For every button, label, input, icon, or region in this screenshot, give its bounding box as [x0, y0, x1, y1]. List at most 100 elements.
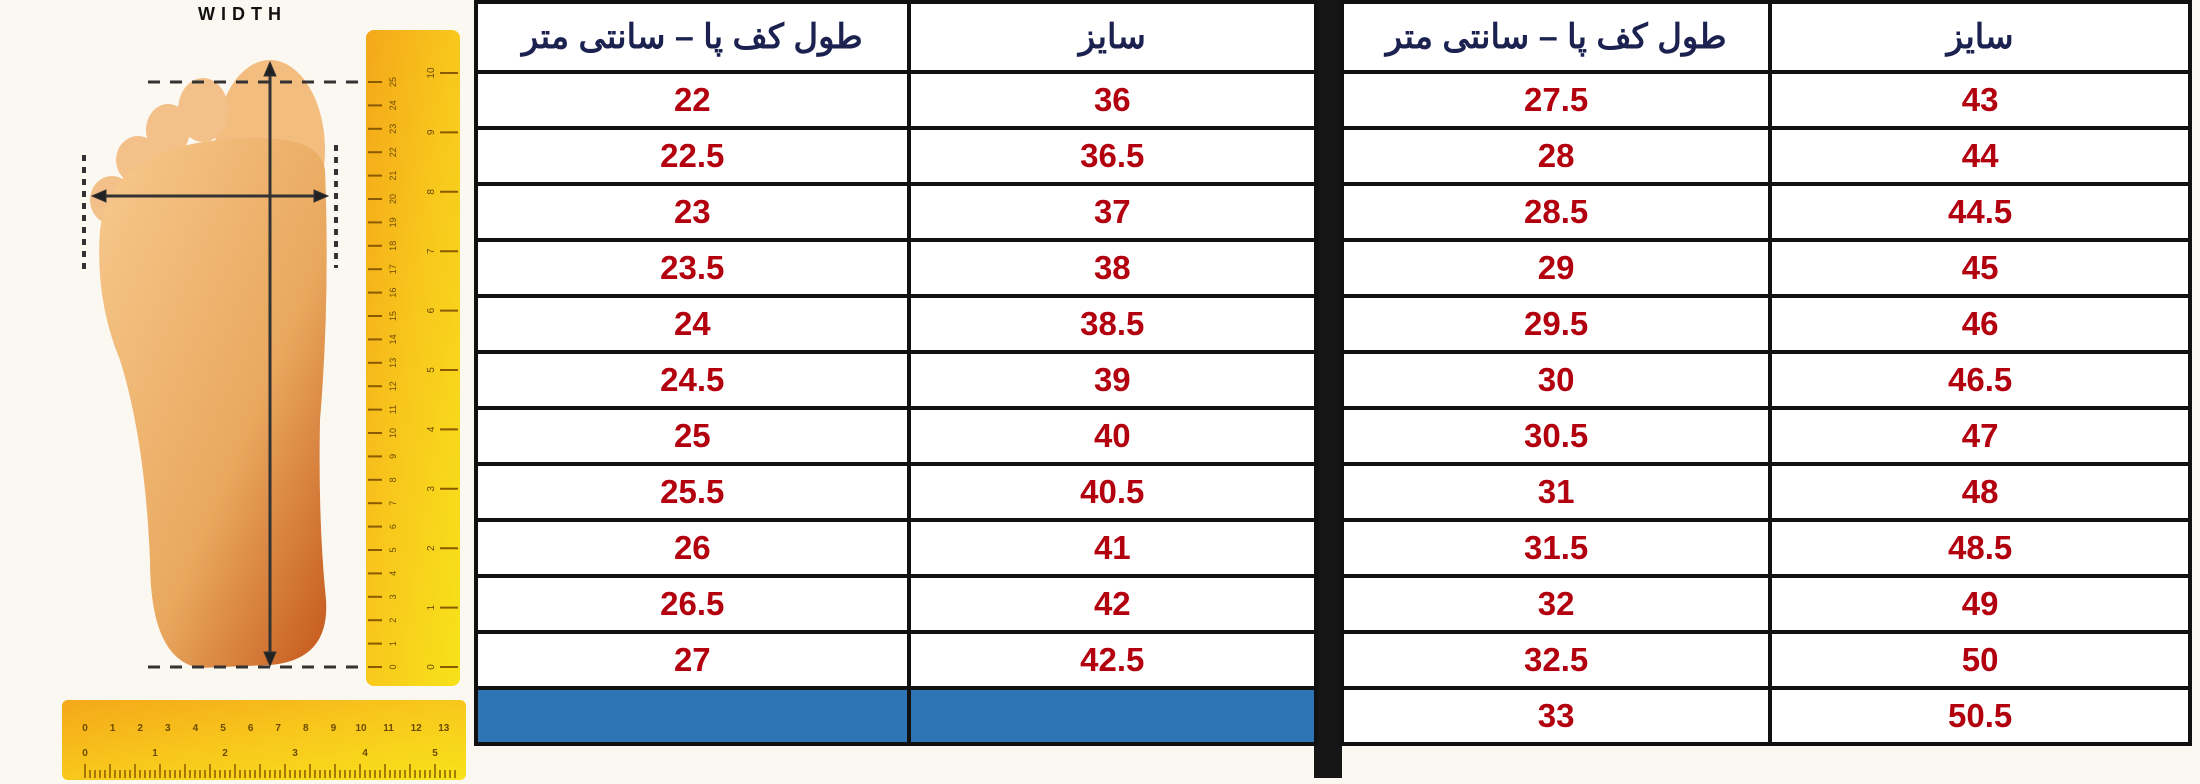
ruler-tick-label: 12: [411, 723, 423, 734]
ruler-tick-label: 2: [222, 748, 228, 759]
cell-length: 28.5: [1339, 182, 1773, 242]
header-foot-length: طول کف پا – سانتی متر: [474, 0, 911, 74]
empty-cell: [906, 686, 1319, 746]
table-row: 25 40: [474, 406, 1319, 466]
cell-length: 33: [1339, 686, 1773, 746]
ruler-tick-label: 8: [388, 477, 398, 482]
ruler-tick-label: 4: [426, 426, 437, 432]
ruler-tick-label: 4: [193, 723, 199, 734]
ruler-tick-label: 4: [388, 571, 398, 576]
table-row: [474, 686, 1319, 746]
cell-length: 31.5: [1339, 518, 1773, 578]
ruler-tick-label: 5: [432, 748, 438, 759]
cell-size: 46.5: [1768, 350, 2192, 410]
ruler-tick-label: 2: [426, 545, 437, 551]
ruler-tick-label: 1: [110, 723, 116, 734]
cell-length: 24.5: [474, 350, 911, 410]
ruler-tick-label: 7: [388, 501, 398, 506]
table-row: 27 42.5: [474, 630, 1319, 690]
header-foot-length: طول کف پا – سانتی متر: [1339, 0, 1773, 74]
ruler-tick-label: 19: [388, 217, 398, 227]
cell-length: 22.5: [474, 126, 911, 186]
cell-size: 41: [906, 518, 1319, 578]
ruler-tick-label: 5: [388, 547, 398, 552]
table-row: 32.5 50: [1339, 630, 2192, 690]
table-row: 29 45: [1339, 238, 2192, 298]
ruler-tick-label: 17: [388, 264, 398, 274]
ruler-tick-label: 3: [292, 748, 298, 759]
cell-length: 23: [474, 182, 911, 242]
ruler-tick-label: 13: [388, 358, 398, 368]
cell-length: 25: [474, 406, 911, 466]
cell-length: 26: [474, 518, 911, 578]
vertical-ruler: 0123456789101112131415161718192021222324…: [366, 30, 460, 686]
cell-length: 28: [1339, 126, 1773, 186]
ruler-tick-label: 0: [388, 664, 398, 669]
foot-shape: [90, 60, 327, 668]
ruler-tick-label: 3: [388, 594, 398, 599]
cell-size: 47: [1768, 406, 2192, 466]
ruler-tick-label: 23: [388, 124, 398, 134]
ruler-tick-label: 10: [355, 723, 367, 734]
table-row: 26 41: [474, 518, 1319, 578]
cell-size: 42.5: [906, 630, 1319, 690]
ruler-tick-label: 24: [388, 100, 398, 110]
ruler-tick-label: 7: [275, 723, 281, 734]
table-row: 27.5 43: [1339, 70, 2192, 130]
cell-length: 27: [474, 630, 911, 690]
table-row: 29.5 46: [1339, 294, 2192, 354]
table-row: 31 48: [1339, 462, 2192, 522]
ruler-tick-label: 5: [220, 723, 226, 734]
table-row: 32 49: [1339, 574, 2192, 634]
cell-size: 40: [906, 406, 1319, 466]
table-row: 24 38.5: [474, 294, 1319, 354]
ruler-tick-label: 1: [388, 641, 398, 646]
cell-length: 29: [1339, 238, 1773, 298]
cell-size: 46: [1768, 294, 2192, 354]
ruler-tick-label: 21: [388, 171, 398, 181]
ruler-tick-label: 18: [388, 241, 398, 251]
ruler-tick-label: 4: [362, 748, 368, 759]
cell-length: 27.5: [1339, 70, 1773, 130]
ruler-tick-label: 6: [388, 524, 398, 529]
ruler-tick-label: 8: [303, 723, 309, 734]
ruler-tick-label: 10: [426, 67, 437, 79]
cell-size: 44.5: [1768, 182, 2192, 242]
ruler-tick-label: 25: [388, 77, 398, 87]
cell-size: 38.5: [906, 294, 1319, 354]
ruler-tick-label: 7: [426, 248, 437, 254]
table-header-row: طول کف پا – سانتی متر سایز: [1339, 0, 2192, 74]
cell-size: 36.5: [906, 126, 1319, 186]
ruler-tick-label: 22: [388, 147, 398, 157]
cell-length: 23.5: [474, 238, 911, 298]
ruler-tick-label: 11: [388, 405, 398, 414]
ruler-tick-label: 8: [426, 189, 437, 195]
cell-size: 49: [1768, 574, 2192, 634]
table-row: 22.5 36.5: [474, 126, 1319, 186]
cell-length: 26.5: [474, 574, 911, 634]
cell-size: 42: [906, 574, 1319, 634]
cell-size: 44: [1768, 126, 2192, 186]
table-row: 28 44: [1339, 126, 2192, 186]
ruler-tick-label: 16: [388, 288, 398, 298]
ruler-tick-label: 10: [388, 428, 398, 438]
cell-size: 48: [1768, 462, 2192, 522]
empty-cell: [474, 686, 911, 746]
ruler-tick-label: 13: [438, 723, 450, 734]
table-row: 23 37: [474, 182, 1319, 242]
cell-size: 45: [1768, 238, 2192, 298]
table-header-row: طول کف پا – سانتی متر سایز: [474, 0, 1319, 74]
cell-size: 36: [906, 70, 1319, 130]
cell-size: 38: [906, 238, 1319, 298]
cell-size: 40.5: [906, 462, 1319, 522]
ruler-tick-label: 3: [426, 486, 437, 492]
foot-measurement-illustration: WIDTH 0123456789101112131415161718192021…: [62, 4, 466, 780]
ruler-tick-label: 0: [82, 723, 88, 734]
ruler-tick-label: 11: [383, 723, 394, 734]
ruler-tick-label: 2: [388, 618, 398, 623]
table-row: 28.5 44.5: [1339, 182, 2192, 242]
cell-size: 50: [1768, 630, 2192, 690]
ruler-tick-label: 1: [426, 604, 437, 610]
cell-length: 25.5: [474, 462, 911, 522]
cell-size: 39: [906, 350, 1319, 410]
